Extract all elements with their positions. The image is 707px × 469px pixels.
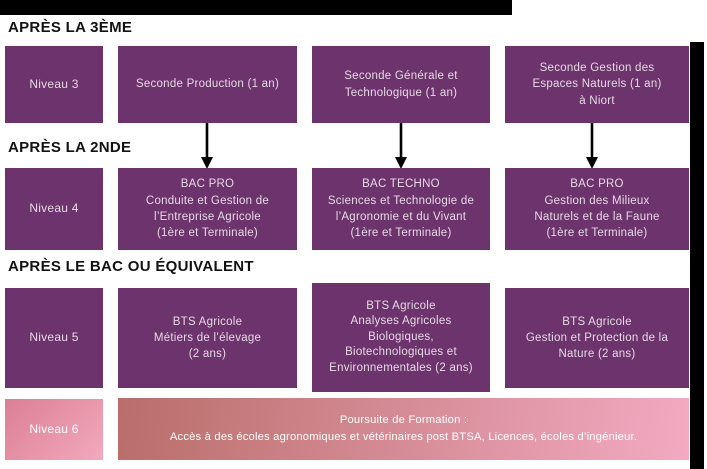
right-black-bar: [690, 42, 704, 469]
down-arrow-icon: [201, 123, 213, 169]
program-box-bac-techno-stav: BAC TECHNO Sciences et Technologie de l’…: [312, 168, 490, 250]
section-heading-apres-bac: APRÈS LE BAC OU ÉQUIVALENT: [8, 258, 254, 275]
program-box-bts-anabiotec: BTS Agricole Analyses Agricoles Biologiq…: [312, 283, 490, 392]
level-badge-niveau-6: Niveau 6: [5, 399, 103, 460]
program-box-seconde-production: Seconde Production (1 an): [118, 46, 297, 123]
program-box-bac-pro-gmnf: BAC PRO Gestion des Milieux Naturels et …: [505, 168, 689, 250]
down-arrow-icon: [395, 123, 407, 169]
down-arrow-icon: [586, 123, 598, 169]
program-box-seconde-gestion: Seconde Gestion des Espaces Naturels (1 …: [505, 46, 689, 123]
program-box-seconde-generale: Seconde Générale et Technologique (1 an): [312, 46, 490, 123]
section-heading-apres-3eme: APRÈS LA 3ÈME: [8, 19, 133, 36]
level-badge-niveau-5: Niveau 5: [5, 288, 103, 388]
program-box-bts-elevage: BTS Agricole Métiers de l’élevage (2 ans…: [118, 288, 297, 388]
section-heading-apres-2nde: APRÈS LA 2NDE: [8, 139, 132, 156]
level-badge-niveau-3: Niveau 3: [5, 46, 103, 123]
pursuit-formation-box: Poursuite de Formation : Accès à des éco…: [118, 398, 689, 460]
program-box-bac-pro-cgea: BAC PRO Conduite et Gestion de l’Entrepr…: [118, 168, 297, 250]
level-badge-niveau-4: Niveau 4: [5, 168, 103, 250]
top-black-bar: [0, 0, 512, 15]
program-box-bts-gpn: BTS Agricole Gestion et Protection de la…: [505, 288, 689, 388]
